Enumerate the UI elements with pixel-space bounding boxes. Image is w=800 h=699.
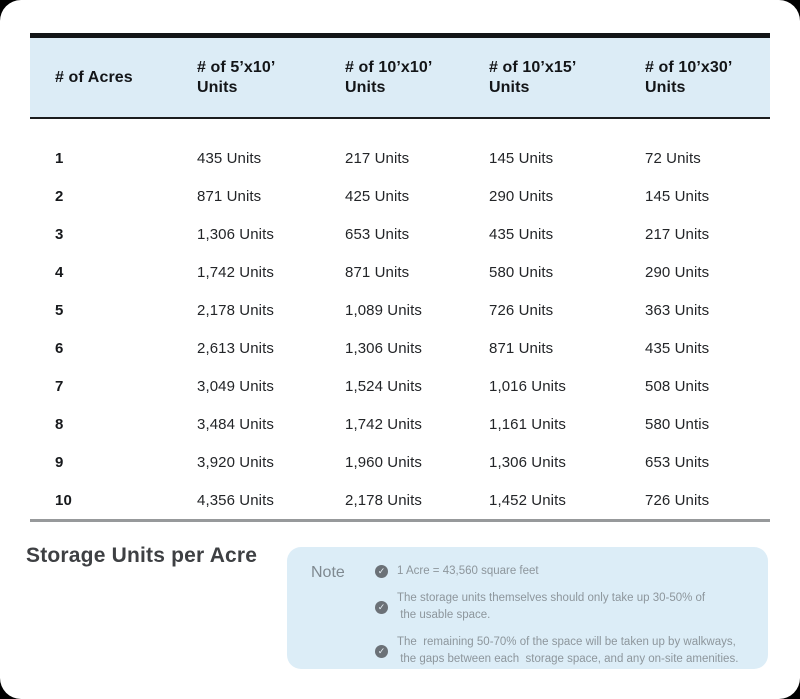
units-5x10-cell: 1,306 Units xyxy=(197,225,274,243)
units-5x10-cell: 4,356 Units xyxy=(197,491,274,509)
note-text: The storage units themselves should only… xyxy=(397,592,706,621)
units-10x15-cell: 1,161 Units xyxy=(489,415,566,433)
units-10x30-cell: 508 Units xyxy=(645,377,710,395)
table-row: 2 871 Units 425 Units 290 Units 145 Unit… xyxy=(30,177,770,215)
table-body: 1 435 Units 217 Units 145 Units 72 Units… xyxy=(30,119,770,522)
acres-cell: 7 xyxy=(55,377,64,395)
table-row: 10 4,356 Units 2,178 Units 1,452 Units 7… xyxy=(30,481,770,519)
header-5x10-units: # of 5’x10’ Units xyxy=(197,58,276,96)
table-header-row: # of Acres # of 5’x10’ Units # of 10’x10… xyxy=(30,33,770,119)
units-10x10-cell: 425 Units xyxy=(345,187,410,205)
units-10x10-cell: 1,742 Units xyxy=(345,415,422,433)
units-10x15-cell: 145 Units xyxy=(489,149,554,167)
units-10x15-cell: 435 Units xyxy=(489,225,554,243)
note-items: ✓ 1 Acre = 43,560 square feet ✓ The stor… xyxy=(375,563,758,665)
units-10x15-cell: 726 Units xyxy=(489,301,554,319)
units-10x30-cell: 435 Units xyxy=(645,339,710,357)
note-item: ✓ The remaining 50-70% of the space will… xyxy=(375,634,758,668)
storage-units-table: # of Acres # of 5’x10’ Units # of 10’x10… xyxy=(30,33,770,522)
units-10x30-cell: 217 Units xyxy=(645,225,710,243)
units-10x10-cell: 1,960 Units xyxy=(345,453,422,471)
units-10x15-cell: 1,016 Units xyxy=(489,377,566,395)
units-10x30-cell: 726 Units xyxy=(645,491,710,509)
units-5x10-cell: 435 Units xyxy=(197,149,262,167)
units-10x10-cell: 1,524 Units xyxy=(345,377,422,395)
acres-cell: 1 xyxy=(55,149,64,167)
header-10x30-units: # of 10’x30’ Units xyxy=(645,58,733,96)
units-5x10-cell: 1,742 Units xyxy=(197,263,274,281)
units-5x10-cell: 3,484 Units xyxy=(197,415,274,433)
units-5x10-cell: 2,613 Units xyxy=(197,339,274,357)
units-10x30-cell: 72 Units xyxy=(645,149,701,167)
units-10x15-cell: 1,452 Units xyxy=(489,491,566,509)
units-5x10-cell: 871 Units xyxy=(197,187,262,205)
table-row: 3 1,306 Units 653 Units 435 Units 217 Un… xyxy=(30,215,770,253)
units-10x10-cell: 871 Units xyxy=(345,263,410,281)
units-10x30-cell: 145 Units xyxy=(645,187,710,205)
units-10x10-cell: 1,306 Units xyxy=(345,339,422,357)
units-10x30-cell: 290 Units xyxy=(645,263,710,281)
table-row: 5 2,178 Units 1,089 Units 726 Units 363 … xyxy=(30,291,770,329)
units-10x30-cell: 580 Untis xyxy=(645,415,710,433)
table-row: 8 3,484 Units 1,742 Units 1,161 Units 58… xyxy=(30,405,770,443)
units-5x10-cell: 3,920 Units xyxy=(197,453,274,471)
acres-cell: 5 xyxy=(55,301,64,319)
table-row: 4 1,742 Units 871 Units 580 Units 290 Un… xyxy=(30,253,770,291)
units-10x10-cell: 1,089 Units xyxy=(345,301,422,319)
page-title: Storage Units per Acre xyxy=(26,544,258,567)
units-10x15-cell: 580 Units xyxy=(489,263,554,281)
note-text: 1 Acre = 43,560 square feet xyxy=(397,565,539,577)
acres-cell: 8 xyxy=(55,415,64,433)
units-5x10-cell: 2,178 Units xyxy=(197,301,274,319)
note-item: ✓ 1 Acre = 43,560 square feet xyxy=(375,563,758,580)
units-10x30-cell: 653 Units xyxy=(645,453,710,471)
acres-cell: 3 xyxy=(55,225,64,243)
acres-cell: 6 xyxy=(55,339,64,357)
note-box: Note ✓ 1 Acre = 43,560 square feet ✓ The… xyxy=(287,547,768,669)
checkmark-circle-icon: ✓ xyxy=(375,644,388,658)
checkmark-circle-icon: ✓ xyxy=(375,565,388,578)
acres-cell: 2 xyxy=(55,187,64,205)
units-5x10-cell: 3,049 Units xyxy=(197,377,274,395)
units-10x10-cell: 217 Units xyxy=(345,149,410,167)
acres-cell: 10 xyxy=(55,491,72,509)
units-10x15-cell: 871 Units xyxy=(489,339,554,357)
header-10x15-units: # of 10’x15’ Units xyxy=(489,58,577,96)
note-text: The remaining 50-70% of the space will b… xyxy=(397,636,739,665)
table-row: 1 435 Units 217 Units 145 Units 72 Units xyxy=(30,139,770,177)
acres-cell: 4 xyxy=(55,263,64,281)
units-10x15-cell: 1,306 Units xyxy=(489,453,566,471)
note-item: ✓ The storage units themselves should on… xyxy=(375,590,758,624)
checkmark-circle-icon: ✓ xyxy=(375,600,388,614)
units-10x15-cell: 290 Units xyxy=(489,187,554,205)
table-row: 7 3,049 Units 1,524 Units 1,016 Units 50… xyxy=(30,367,770,405)
table-row: 6 2,613 Units 1,306 Units 871 Units 435 … xyxy=(30,329,770,367)
units-10x10-cell: 653 Units xyxy=(345,225,410,243)
units-10x30-cell: 363 Units xyxy=(645,301,710,319)
acres-cell: 9 xyxy=(55,453,64,471)
table-row: 9 3,920 Units 1,960 Units 1,306 Units 65… xyxy=(30,443,770,481)
note-label: Note xyxy=(311,564,345,581)
header-acres: # of Acres xyxy=(55,68,133,86)
units-10x10-cell: 2,178 Units xyxy=(345,491,422,509)
header-10x10-units: # of 10’x10’ Units xyxy=(345,58,433,96)
